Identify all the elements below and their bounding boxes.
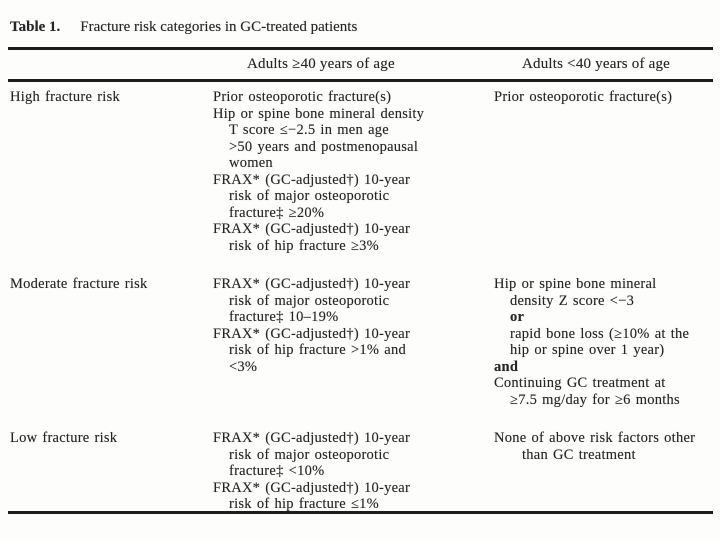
cell-line: hip or spine over 1 year) <box>510 342 665 358</box>
cell-line: Prior osteoporotic fracture(s) <box>494 89 673 105</box>
cell-line: risk of major osteoporotic <box>229 446 390 463</box>
cell-line: risk of hip fracture ≤1% <box>229 496 380 512</box>
cell-line: Hip or spine bone mineral density <box>213 105 425 122</box>
table-cell-adults_under_40: None of above risk factors other than GC … <box>494 430 713 513</box>
cell-line: risk of hip fracture >1% and <box>229 342 406 358</box>
cell-line: risk of major osteoporotic <box>229 188 390 204</box>
row-category: Moderate fracture risk <box>10 276 148 292</box>
cell-line: Continuing GC treatment at <box>494 375 666 391</box>
table-cell-adults_40_plus: FRAX* (GC-adjusted†) 10-year risk of majo… <box>213 430 494 513</box>
cell-line: T score ≤−2.5 in men age <box>229 122 389 138</box>
header-rule <box>8 79 713 82</box>
cell-line: <3% <box>229 358 258 375</box>
top-rule <box>8 47 713 50</box>
table-caption: Fracture risk categories in GC-treated p… <box>80 19 358 35</box>
cell-line: fracture‡ ≥20% <box>229 204 325 221</box>
cell-line: Hip or spine bone mineral <box>494 276 657 292</box>
table-row: High fracture risk Prior osteoporotic fra… <box>10 89 713 254</box>
cell-line: fracture‡ 10–19% <box>229 309 339 325</box>
cell-line: risk of hip fracture ≥3% <box>229 237 380 254</box>
table-body: High fracture risk Prior osteoporotic fra… <box>10 89 713 535</box>
cell-line: None of above risk factors other <box>494 430 696 446</box>
bottom-rule <box>8 511 713 514</box>
table-title: Table 1. Fracture risk categories in GC-t… <box>10 19 357 36</box>
table-row: Low fracture risk FRAX* (GC-adjusted†) 10… <box>10 430 713 513</box>
cell-line: than GC treatment <box>522 446 636 463</box>
cell-line: risk of major osteoporotic <box>229 292 390 309</box>
cell-line: ≥7.5 mg/day for ≥6 months <box>510 391 680 408</box>
cell-line: FRAX* (GC-adjusted†) 10-year <box>213 171 411 188</box>
cell-line: >50 years and postmenopausal <box>229 138 419 155</box>
table-header-row: Adults ≥40 years of age Adults <40 years… <box>10 56 713 73</box>
cell-line: density Z score <−3 <box>510 292 635 309</box>
cell-line: fracture‡ <10% <box>229 463 325 479</box>
cell-line: women <box>229 155 273 171</box>
header-category-spacer <box>10 56 213 73</box>
row-category: High fracture risk <box>10 89 120 105</box>
table-number-label: Table 1. <box>10 19 61 35</box>
cell-line: FRAX* (GC-adjusted†) 10-year <box>213 430 411 446</box>
table-row: Moderate fracture risk FRAX* (GC-adjusted… <box>10 276 713 408</box>
cell-line: FRAX* (GC-adjusted†) 10-year <box>213 479 411 496</box>
cell-line: FRAX* (GC-adjusted†) 10-year <box>213 325 411 342</box>
table-cell-adults_40_plus: Prior osteoporotic fracture(s) Hip or spi… <box>213 89 494 254</box>
cell-line: Prior osteoporotic fracture(s) <box>213 89 392 105</box>
cell-line: FRAX* (GC-adjusted†) 10-year <box>213 221 411 237</box>
row-category: Low fracture risk <box>10 430 118 446</box>
cell-line: or <box>510 309 525 325</box>
table-cell-adults_40_plus: FRAX* (GC-adjusted†) 10-year risk of majo… <box>213 276 494 408</box>
cell-line: rapid bone loss (≥10% at the <box>510 325 690 342</box>
table-cell-adults_under_40: Hip or spine bone mineral density Z score… <box>494 276 713 408</box>
header-adults-40-plus: Adults ≥40 years of age <box>247 56 395 72</box>
cell-line: and <box>494 358 519 375</box>
cell-line: FRAX* (GC-adjusted†) 10-year <box>213 276 411 292</box>
table-cell-adults_under_40: Prior osteoporotic fracture(s) <box>494 89 713 254</box>
header-adults-under-40: Adults <40 years of age <box>522 56 671 72</box>
